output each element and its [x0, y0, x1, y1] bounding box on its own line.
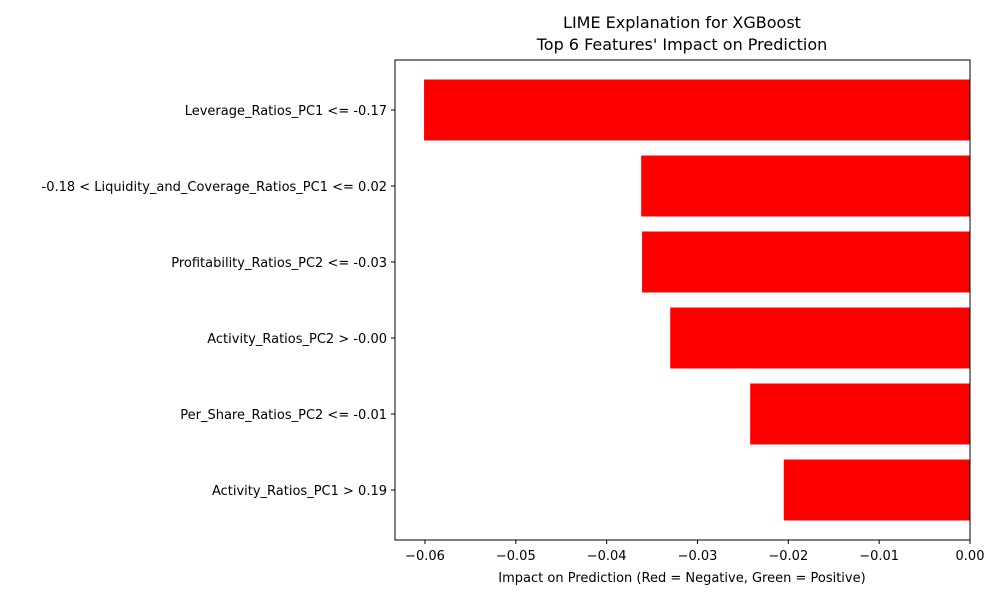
x-axis-label: Impact on Prediction (Red = Negative, Gr…	[498, 571, 865, 586]
x-tick-label: −0.01	[859, 549, 899, 564]
y-tick-label: Activity_Ratios_PC1 > 0.19	[212, 484, 387, 499]
bar	[642, 231, 970, 293]
x-tick-label: −0.02	[768, 549, 808, 564]
bars-group	[424, 79, 970, 521]
bar	[750, 383, 970, 445]
plot-frame	[394, 59, 971, 541]
bar	[641, 155, 970, 217]
chart-subtitle: Top 6 Features' Impact on Prediction	[536, 35, 828, 54]
x-tick-label: −0.04	[587, 549, 627, 564]
bar	[783, 459, 970, 521]
y-tick-label: Leverage_Ratios_PC1 <= -0.17	[185, 104, 387, 119]
chart-title: LIME Explanation for XGBoost	[563, 13, 801, 32]
y-tick-label: Activity_Ratios_PC2 > -0.00	[207, 332, 387, 347]
y-axis-ticks: Leverage_Ratios_PC1 <= -0.17 -0.18 < Liqu…	[42, 104, 395, 499]
y-tick-label: -0.18 < Liquidity_and_Coverage_Ratios_PC…	[42, 180, 387, 195]
bar	[424, 79, 970, 141]
x-tick-label: −0.03	[678, 549, 718, 564]
x-tick-label: −0.06	[405, 549, 445, 564]
bar	[670, 307, 970, 369]
x-axis-ticks: −0.06 −0.05 −0.04 −0.03 −0.02 −0.01 0.00	[405, 540, 984, 564]
y-tick-label: Per_Share_Ratios_PC2 <= -0.01	[180, 408, 387, 423]
x-tick-label: −0.05	[496, 549, 536, 564]
y-tick-label: Profitability_Ratios_PC2 <= -0.03	[171, 256, 387, 271]
x-tick-label: 0.00	[956, 549, 985, 564]
